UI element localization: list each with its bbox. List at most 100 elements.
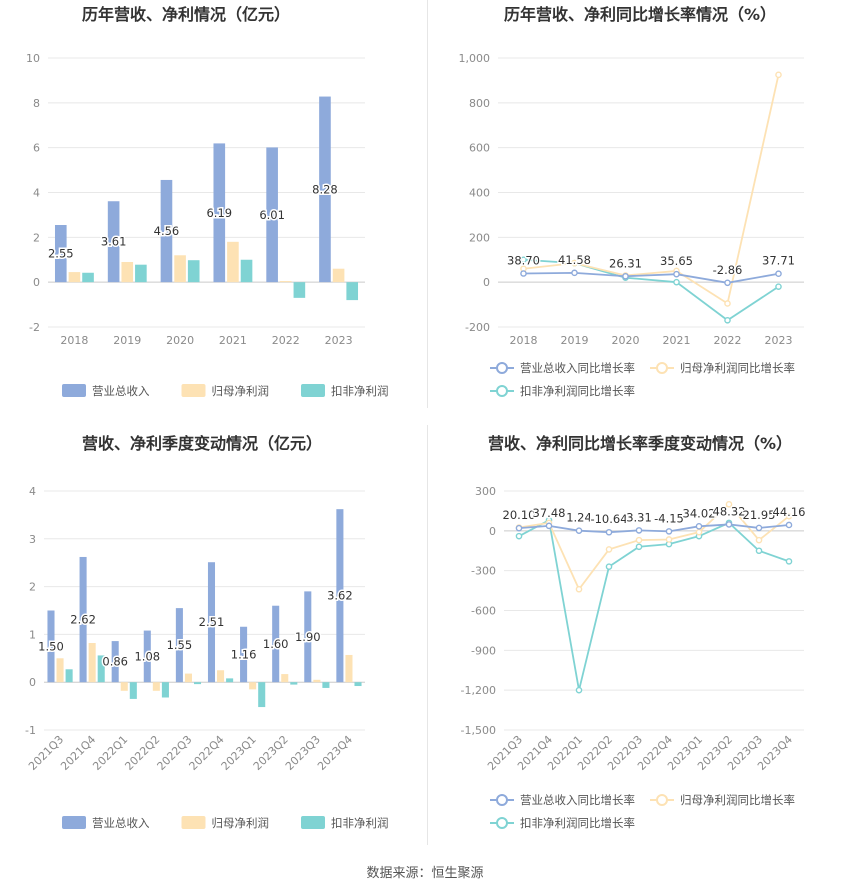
y-tick-label: 300 (475, 485, 496, 498)
bar (107, 201, 120, 283)
bar-value-label: 1.08 (134, 649, 160, 663)
line-point (575, 527, 583, 534)
bar (97, 655, 105, 683)
series-line (523, 271, 779, 284)
bar (346, 282, 359, 301)
line-value-label: 20.10 (503, 508, 536, 522)
bar-value-label: 3.62 (327, 589, 353, 603)
y-tick-label: -200 (465, 321, 490, 334)
legend-label: 扣非净利润 (331, 816, 389, 830)
bar (258, 682, 266, 708)
legend-label: 营业总收入同比增长率 (520, 793, 635, 807)
legend-label: 扣非净利润 (331, 384, 389, 398)
bar (240, 626, 248, 683)
chart-svg: 历年营收、净利情况（亿元） -2 0 2 4 6 8 10 2018 2019 2020 2021 20… (26, 5, 389, 398)
bar-value-label: 1.60 (263, 637, 289, 651)
bar (54, 225, 67, 283)
legend-label: 归母净利润同比增长率 (680, 793, 795, 807)
line-point (665, 528, 673, 535)
line-point (545, 522, 553, 530)
line-point (575, 686, 583, 694)
line-point (785, 512, 793, 520)
y-tick-label: 10 (26, 52, 40, 65)
line-value-label: -10.64 (590, 512, 627, 526)
bar (175, 608, 183, 683)
quarterly-growth-rate-chart: 营收、净利同比增长率季度变动情况（%） -1,500 -1,200 -900 -600 -… (428, 425, 850, 845)
x-tick-label: 2019 (113, 334, 141, 347)
legend-label: 扣非净利润同比增长率 (520, 384, 635, 398)
y-tick-label: 1,000 (459, 52, 491, 65)
line-point (785, 521, 793, 529)
line-value-label: 44.16 (773, 505, 806, 519)
legend-marker (656, 794, 668, 806)
bar (279, 281, 292, 283)
bar (120, 682, 128, 691)
line-value-label: 38.70 (507, 253, 540, 267)
y-tick-label: -900 (471, 644, 496, 657)
x-tick-label: 2022 (714, 334, 742, 347)
bar-value-label: 8.28 (312, 182, 338, 196)
bar-value-label: 2.51 (199, 615, 225, 629)
line-point (724, 316, 731, 324)
line-point (725, 521, 733, 528)
bar (281, 674, 289, 683)
line-point (635, 536, 643, 544)
y-tick-label: 4 (29, 485, 36, 498)
line-value-label: 37.71 (762, 254, 795, 268)
bar-value-label: 1.16 (231, 647, 257, 661)
line-point (755, 524, 763, 532)
bar (336, 509, 344, 683)
chart-title: 营收、净利季度变动情况（亿元） (82, 434, 322, 453)
legend-label: 营业总收入 (92, 384, 150, 398)
bar (354, 682, 362, 687)
y-tick-label: -300 (471, 565, 496, 578)
y-tick-label: -1 (25, 724, 36, 737)
bar (293, 282, 306, 298)
line-point (571, 269, 578, 277)
line-point (520, 256, 527, 264)
y-tick-label: 200 (469, 231, 490, 244)
legend-label: 扣非净利润同比增长率 (520, 816, 635, 830)
bar (47, 610, 55, 683)
bar-value-label: 2.55 (48, 247, 74, 261)
line-point (775, 71, 782, 79)
bar-value-label: 1.50 (38, 639, 64, 653)
x-tick-label: 2020 (612, 334, 640, 347)
data-source-note: 数据来源：恒生聚源 (366, 866, 484, 881)
panel-divider-top (427, 0, 428, 408)
y-tick-label: 1 (29, 628, 36, 641)
annual-growth-rate-chart: 历年营收、净利同比增长率情况（%） -200 0 200 400 600 800 1,000 2… (428, 0, 850, 408)
x-tick-label: 2023Q4 (315, 733, 355, 773)
bar-value-label: 3.61 (101, 235, 127, 249)
bar-value-label: 0.86 (102, 655, 128, 669)
bar (207, 562, 216, 683)
legend-swatch (62, 384, 86, 397)
y-tick-label: -1,500 (461, 724, 496, 737)
bar (322, 682, 330, 688)
y-tick-label: -2 (29, 321, 40, 334)
bar-value-label: 4.56 (154, 224, 180, 238)
line-point (673, 270, 680, 278)
series-line (518, 518, 790, 691)
line-value-label: 35.65 (660, 254, 693, 268)
bar (68, 272, 81, 283)
line-point (755, 536, 763, 544)
line-point (775, 283, 782, 290)
bar-value-label: 1.90 (295, 630, 321, 644)
line-value-label: 41.58 (558, 253, 591, 267)
quarterly-revenue-profit-chart: 营收、净利季度变动情况（亿元） -1 0 1 2 3 4 2021Q3 2021Q4 2022Q1… (0, 425, 422, 845)
y-tick-label: -1,200 (461, 684, 496, 697)
bar (88, 643, 96, 683)
chart-title: 历年营收、净利情况（亿元） (82, 5, 290, 24)
line-value-label: 48.32 (713, 504, 746, 518)
y-tick-label: 0 (489, 525, 496, 538)
line-point (515, 524, 523, 532)
chart-title: 历年营收、净利同比增长率情况（%） (504, 5, 776, 24)
chart-title: 营收、净利同比增长率季度变动情况（%） (488, 434, 792, 453)
bar-value-label: 6.19 (206, 206, 232, 220)
line-point (695, 528, 703, 536)
line-point (605, 563, 613, 570)
y-tick-label: 600 (469, 142, 490, 155)
x-tick-label: 2023 (765, 334, 793, 347)
series-line (518, 523, 790, 534)
